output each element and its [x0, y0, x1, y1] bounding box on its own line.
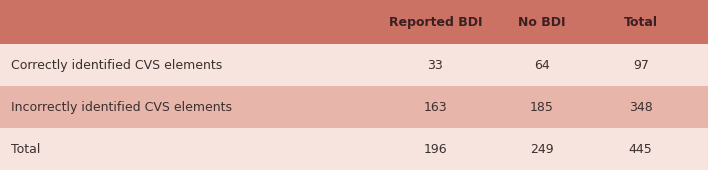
Bar: [0, 0, 708, 44]
Bar: [0, 86, 708, 128]
Text: 163: 163: [423, 101, 447, 114]
Text: Reported BDI: Reported BDI: [389, 16, 482, 29]
Bar: [0, 128, 708, 170]
Text: 249: 249: [530, 142, 554, 156]
Text: No BDI: No BDI: [518, 16, 566, 29]
Text: 348: 348: [629, 101, 653, 114]
Text: 97: 97: [633, 59, 649, 72]
Text: Correctly identified CVS elements: Correctly identified CVS elements: [11, 59, 222, 72]
Text: 185: 185: [530, 101, 554, 114]
Text: 64: 64: [534, 59, 549, 72]
Text: 33: 33: [428, 59, 443, 72]
Text: 445: 445: [629, 142, 653, 156]
Text: Total: Total: [11, 142, 40, 156]
Text: 196: 196: [423, 142, 447, 156]
Text: Incorrectly identified CVS elements: Incorrectly identified CVS elements: [11, 101, 232, 114]
Text: Total: Total: [624, 16, 658, 29]
Bar: [0, 44, 708, 86]
